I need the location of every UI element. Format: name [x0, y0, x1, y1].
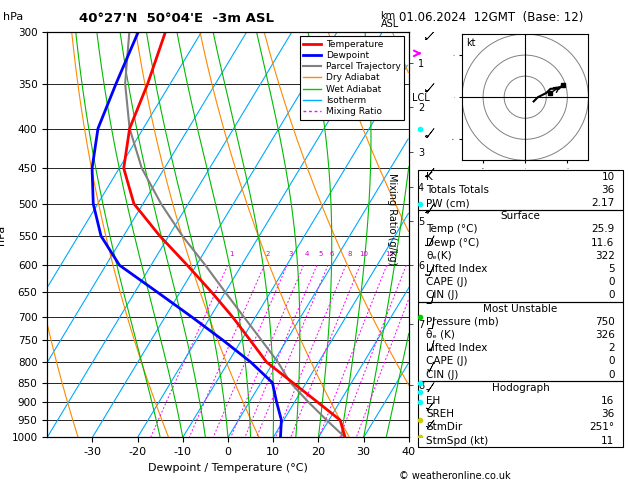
Text: Most Unstable: Most Unstable [483, 304, 558, 313]
Text: StmDir: StmDir [426, 422, 463, 433]
Text: 0: 0 [608, 356, 615, 366]
Text: © weatheronline.co.uk: © weatheronline.co.uk [399, 471, 511, 481]
Text: CIN (J): CIN (J) [426, 369, 459, 380]
Text: EH: EH [426, 396, 441, 406]
Text: CIN (J): CIN (J) [426, 291, 459, 300]
Text: 4: 4 [305, 251, 309, 257]
Text: 15: 15 [386, 251, 394, 257]
Text: 2: 2 [608, 343, 615, 353]
Text: 5: 5 [318, 251, 323, 257]
Bar [418, 302, 623, 381]
Text: Totals Totals: Totals Totals [426, 185, 489, 195]
Text: 36: 36 [601, 185, 615, 195]
Text: km: km [381, 11, 396, 21]
Text: 40°27'N  50°04'E  -3m ASL: 40°27'N 50°04'E -3m ASL [79, 12, 274, 25]
Text: 5: 5 [608, 264, 615, 274]
Text: 0: 0 [608, 369, 615, 380]
Text: 36: 36 [601, 409, 615, 419]
Text: 322: 322 [594, 251, 615, 261]
Bar [418, 209, 623, 302]
Text: Pressure (mb): Pressure (mb) [426, 317, 499, 327]
Text: θₑ (K): θₑ (K) [426, 330, 455, 340]
Bar [418, 381, 623, 447]
Text: 16: 16 [601, 396, 615, 406]
Bar [418, 170, 623, 209]
Text: θₑ(K): θₑ(K) [426, 251, 452, 261]
Text: SREH: SREH [426, 409, 455, 419]
Text: 11.6: 11.6 [591, 238, 615, 248]
Text: 0: 0 [608, 291, 615, 300]
Legend: Temperature, Dewpoint, Parcel Trajectory, Dry Adiabat, Wet Adiabat, Isotherm, Mi: Temperature, Dewpoint, Parcel Trajectory… [299, 36, 404, 120]
Text: hPa: hPa [3, 12, 23, 22]
Text: LCL: LCL [411, 93, 430, 104]
Text: Mixing Ratio (g/kg): Mixing Ratio (g/kg) [387, 173, 397, 265]
Y-axis label: hPa: hPa [0, 225, 6, 244]
Text: K: K [426, 172, 433, 182]
Text: 750: 750 [595, 317, 615, 327]
Text: PW (cm): PW (cm) [426, 198, 470, 208]
Text: Lifted Index: Lifted Index [426, 343, 488, 353]
Text: 01.06.2024  12GMT  (Base: 12): 01.06.2024 12GMT (Base: 12) [399, 11, 584, 24]
Text: 251°: 251° [589, 422, 615, 433]
Text: 326: 326 [594, 330, 615, 340]
Text: ASL: ASL [381, 19, 399, 30]
Text: CAPE (J): CAPE (J) [426, 356, 468, 366]
X-axis label: Dewpoint / Temperature (°C): Dewpoint / Temperature (°C) [148, 463, 308, 473]
Text: 1: 1 [230, 251, 234, 257]
Text: Lifted Index: Lifted Index [426, 264, 488, 274]
Text: Hodograph: Hodograph [492, 383, 549, 393]
Text: Surface: Surface [501, 211, 540, 221]
Text: 10: 10 [601, 172, 615, 182]
Text: 25.9: 25.9 [591, 225, 615, 234]
Text: Dewp (°C): Dewp (°C) [426, 238, 480, 248]
Text: 3: 3 [289, 251, 293, 257]
Text: CAPE (J): CAPE (J) [426, 277, 468, 287]
Text: 2.17: 2.17 [591, 198, 615, 208]
Text: 8: 8 [347, 251, 352, 257]
Text: 2: 2 [266, 251, 270, 257]
Text: 11: 11 [601, 435, 615, 446]
Text: kt: kt [466, 38, 476, 48]
Text: StmSpd (kt): StmSpd (kt) [426, 435, 489, 446]
Text: Temp (°C): Temp (°C) [426, 225, 478, 234]
Text: 10: 10 [359, 251, 368, 257]
Text: 0: 0 [608, 277, 615, 287]
Text: 6: 6 [330, 251, 334, 257]
